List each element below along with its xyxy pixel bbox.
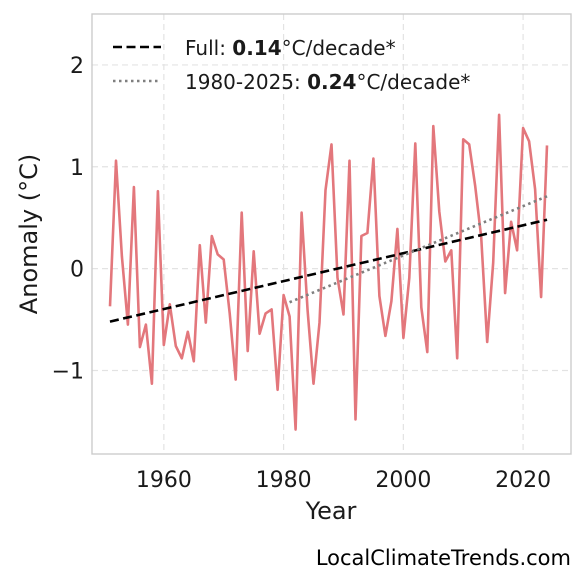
y-tick-label: −1 bbox=[52, 359, 84, 384]
y-axis-title: Anomaly (°C) bbox=[15, 154, 43, 314]
trend-lines bbox=[109, 195, 548, 323]
legend-recent-value: 0.24 bbox=[307, 70, 356, 94]
tick-labels: 1960 1980 2000 2020 −1 0 1 2 bbox=[52, 54, 552, 493]
x-tick-label: 1980 bbox=[256, 468, 312, 493]
anomaly-series bbox=[108, 113, 549, 431]
legend-recent-prefix: 1980-2025: bbox=[185, 70, 307, 94]
legend-full-value: 0.14 bbox=[232, 36, 281, 60]
y-tick-label: 0 bbox=[70, 258, 84, 283]
legend-full-suffix: °C/decade* bbox=[282, 36, 396, 60]
legend-label-recent-trend: 1980-2025: 0.24°C/decade* bbox=[185, 70, 470, 94]
anomaly-line bbox=[108, 113, 549, 431]
legend-label-full-trend: Full: 0.14°C/decade* bbox=[185, 36, 396, 60]
grid-lines bbox=[92, 14, 571, 454]
recent-trend-line bbox=[289, 195, 548, 304]
full-trend-line bbox=[109, 218, 548, 323]
y-tick-label: 1 bbox=[70, 156, 84, 181]
y-tick-label: 2 bbox=[70, 54, 84, 79]
legend-recent-suffix: °C/decade* bbox=[356, 70, 470, 94]
site-watermark: LocalClimateTrends.com bbox=[315, 546, 571, 570]
x-tick-label: 2000 bbox=[375, 468, 431, 493]
legend-full-prefix: Full: bbox=[185, 36, 232, 60]
x-tick-label: 2020 bbox=[495, 468, 551, 493]
plot-frame bbox=[91, 13, 572, 455]
x-axis-title: Year bbox=[305, 497, 357, 525]
legend: Full: 0.14°C/decade* 1980-2025: 0.24°C/d… bbox=[113, 36, 470, 94]
x-tick-label: 1960 bbox=[136, 468, 192, 493]
